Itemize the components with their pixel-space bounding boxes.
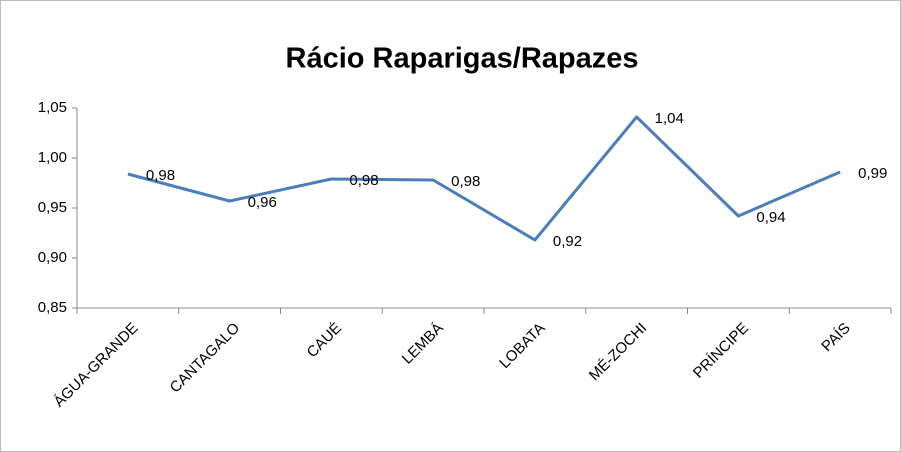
chart-title: Rácio Raparigas/Rapazes [286,43,639,75]
y-tick-label: 1,05 [38,99,67,116]
data-label: 0,92 [553,233,582,250]
y-tick-label: 0,90 [38,249,67,266]
data-label: 1,04 [655,110,684,127]
y-tick-label: 0,85 [38,299,67,316]
line [127,115,841,242]
data-label: 0,98 [146,167,175,184]
y-tick-label: 1,00 [38,149,67,166]
data-label: 0,98 [451,173,480,190]
data-label: 0,96 [248,194,277,211]
data-label: 0,99 [858,165,887,182]
data-label: 0,98 [349,172,378,189]
y-tick-label: 0,95 [38,199,67,216]
data-label: 0,94 [756,209,785,226]
